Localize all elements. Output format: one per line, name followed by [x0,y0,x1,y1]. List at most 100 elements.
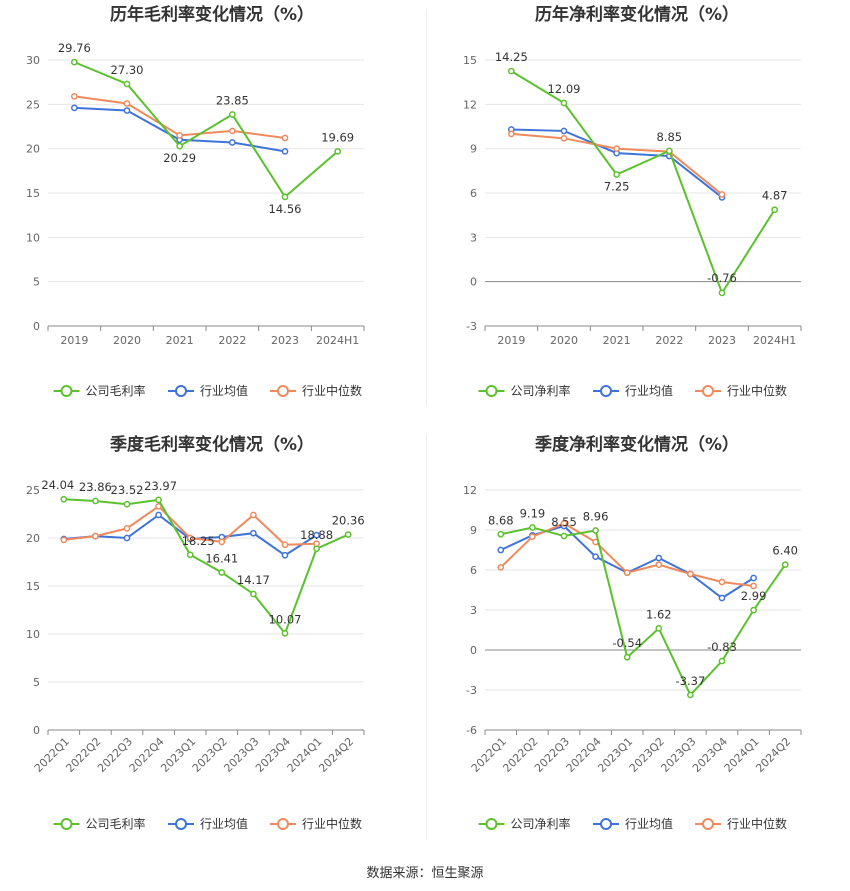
data-point-company[interactable] [771,206,779,214]
data-point-median[interactable] [750,582,757,590]
data-point-avg[interactable] [750,574,757,582]
data-label: 18.88 [300,528,333,542]
data-point-avg[interactable] [123,534,131,542]
data-label: 29.76 [58,41,91,55]
data-point-company[interactable] [123,500,131,508]
data-point-median[interactable] [186,534,194,542]
data-point-median[interactable] [623,569,631,577]
data-point-company[interactable] [781,561,789,569]
data-point-median[interactable] [613,145,621,153]
data-point-company[interactable] [176,142,184,150]
data-point-median[interactable] [250,511,257,519]
data-point-median[interactable] [60,536,68,544]
data-label: 6.40 [772,544,798,558]
legend-item-median[interactable]: 行业中位数 [270,816,362,831]
x-tick-label: 2024H1 [316,334,359,347]
data-point-company[interactable] [155,496,162,504]
data-point-avg[interactable] [497,546,505,554]
data-point-company[interactable] [70,58,78,66]
data-point-median[interactable] [497,563,505,571]
legend-item-avg[interactable]: 行业均值 [593,383,673,398]
data-point-avg[interactable] [70,104,78,112]
data-point-avg[interactable] [560,127,568,135]
legend-item-company[interactable]: 公司毛利率 [53,816,146,831]
data-point-median[interactable] [718,191,726,198]
data-point-company[interactable] [228,111,236,118]
legend-item-company[interactable]: 公司毛利率 [53,383,146,398]
data-label: 16.41 [205,551,238,565]
data-point-avg[interactable] [313,531,320,539]
legend-item-avg[interactable]: 行业均值 [168,383,248,398]
data-point-company[interactable] [334,148,342,155]
data-point-company[interactable] [497,530,505,538]
data-point-avg[interactable] [718,594,726,602]
legend-item-company[interactable]: 公司净利率 [478,816,571,831]
data-point-median[interactable] [281,134,289,142]
legend-item-median[interactable]: 行业中位数 [695,816,787,831]
data-point-company[interactable] [250,590,257,598]
legend-label: 公司毛利率 [86,816,146,831]
series-line-median [74,95,286,140]
data-point-median[interactable] [687,570,694,578]
data-point-median[interactable] [218,538,226,546]
data-point-company[interactable] [560,532,568,540]
data-point-avg[interactable] [655,554,663,562]
data-point-median[interactable] [228,127,236,135]
data-point-median[interactable] [560,134,568,142]
legend-item-company[interactable]: 公司净利率 [478,383,571,398]
data-label: 14.17 [237,573,270,587]
data-point-median[interactable] [655,561,663,569]
y-tick-label: 25 [26,484,40,497]
data-label: 7.25 [604,180,630,194]
data-point-company[interactable] [186,551,194,559]
data-point-avg[interactable] [155,511,162,519]
data-point-median[interactable] [718,578,726,586]
data-point-avg[interactable] [123,107,131,114]
legend-marker-icon [485,818,498,830]
legend-item-avg[interactable]: 行业均值 [168,816,248,831]
data-point-median[interactable] [281,541,289,549]
data-point-median[interactable] [507,130,515,138]
data-point-company[interactable] [750,606,757,614]
data-point-company[interactable] [718,289,726,297]
data-point-avg[interactable] [228,139,236,146]
data-point-company[interactable] [218,569,226,576]
data-point-avg[interactable] [592,553,599,561]
data-point-company[interactable] [92,497,99,505]
data-point-company[interactable] [655,625,663,632]
data-point-company[interactable] [613,171,621,178]
data-point-company[interactable] [718,657,726,665]
data-point-median[interactable] [560,519,568,527]
legend-item-median[interactable]: 行业中位数 [695,383,787,398]
legend-label: 行业均值 [625,383,673,398]
data-point-company[interactable] [281,629,289,637]
data-point-median[interactable] [92,532,99,540]
legend-marker-icon [277,385,289,397]
data-point-median[interactable] [70,93,78,100]
data-point-median[interactable] [123,525,131,532]
annual-net-margin-chart: 历年净利率变化情况（%） -3 0 3 6 9 12 15 2019 2020 2021 2022 20… [425,0,850,430]
data-point-company[interactable] [281,193,289,201]
data-point-company[interactable] [123,80,131,88]
data-point-company[interactable] [344,531,352,538]
data-point-company[interactable] [529,524,536,531]
quarterly-net-margin-chart: 季度净利率变化情况（%） -6 -3 0 3 6 9 12 2022Q1 2022Q2 2022Q3… [425,430,850,860]
data-label: 19.69 [321,130,354,144]
data-point-median[interactable] [529,533,536,541]
data-point-company[interactable] [592,527,599,534]
data-point-company[interactable] [313,545,320,553]
data-label: 4.87 [762,189,788,203]
legend-item-avg[interactable]: 行业均值 [593,816,673,831]
legend-item-median[interactable]: 行业中位数 [270,383,362,398]
data-point-company[interactable] [623,653,631,661]
data-point-company[interactable] [507,67,515,75]
data-point-median[interactable] [123,100,131,107]
data-point-company[interactable] [60,495,68,503]
data-point-avg[interactable] [250,529,257,537]
data-point-avg[interactable] [281,147,289,155]
data-point-company[interactable] [665,147,673,155]
data-point-company[interactable] [560,99,568,107]
data-point-median[interactable] [176,132,184,139]
data-point-avg[interactable] [281,551,289,559]
data-point-company[interactable] [687,691,694,699]
